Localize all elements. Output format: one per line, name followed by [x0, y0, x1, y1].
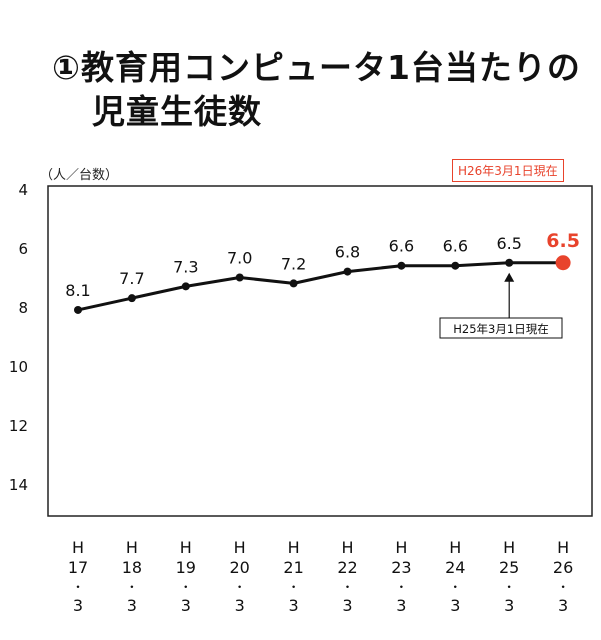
y-axis-label: （人／台数） — [40, 168, 119, 183]
x-tick-label-part: 3 — [288, 596, 299, 615]
x-tick-label-part: 22 — [337, 558, 358, 577]
x-tick-label-part: 26 — [552, 558, 574, 577]
x-tick-label: H 19 ・ 3 — [166, 538, 206, 616]
x-tick-label-part: H — [179, 538, 192, 557]
data-point — [397, 261, 406, 270]
x-tick-label-part: 3 — [234, 596, 245, 615]
x-tick-label-part: ・ — [287, 580, 300, 594]
x-tick-label-part: 23 — [391, 558, 412, 577]
data-point — [127, 294, 136, 303]
y-tick-label: 4 — [18, 181, 28, 199]
x-tick-label: H 23 ・ 3 — [381, 538, 421, 616]
x-tick-label: H 22 ・ 3 — [328, 538, 368, 616]
data-label: 8.1 — [65, 281, 90, 300]
x-tick-label-part: H — [395, 538, 408, 557]
x-tick-label-part: 20 — [229, 558, 250, 577]
x-tick-label-part: H — [341, 538, 354, 557]
x-tick-label: H 20 ・ 3 — [220, 538, 260, 616]
plot-frame — [47, 185, 593, 517]
x-tick-label-part: 19 — [175, 558, 196, 577]
data-point-highlight — [555, 255, 571, 271]
annotation-text: H25年3月1日現在 — [453, 322, 548, 336]
x-tick-label: H 24 ・ 3 — [435, 538, 475, 616]
x-tick-label-part: 3 — [342, 596, 353, 615]
data-label: 7.3 — [173, 257, 198, 276]
x-tick-label-part: H — [125, 538, 138, 557]
x-tick-label-part: H — [71, 538, 85, 557]
x-tick-label-part: H — [233, 538, 246, 557]
data-label: 7.2 — [281, 254, 306, 273]
x-tick-label-part: 3 — [72, 596, 84, 615]
x-tick-label-part: H — [449, 538, 462, 557]
x-tick-label: H 25 ・ 3 — [489, 538, 529, 616]
data-point — [235, 273, 244, 282]
data-label: 6.5 — [496, 234, 521, 253]
x-tick-label: H 21 ・ 3 — [274, 538, 314, 616]
x-tick-label-part: 3 — [126, 596, 137, 615]
annotation-box — [439, 317, 563, 339]
x-tick-label-part: 3 — [180, 596, 191, 615]
data-label: 6.6 — [443, 237, 468, 256]
x-tick-label-part: ・ — [503, 580, 516, 594]
x-tick-label-part: 17 — [67, 558, 89, 577]
x-tick-label-part: ・ — [341, 580, 354, 594]
data-point — [343, 267, 352, 276]
data-label: 7.0 — [227, 249, 252, 268]
x-tick-label-part: 3 — [558, 596, 569, 615]
x-tick-label-part: 24 — [445, 558, 466, 577]
x-tick-label-part: 21 — [283, 558, 304, 577]
x-tick-label-part: H — [503, 538, 516, 557]
x-tick-label-part: ・ — [449, 580, 462, 594]
data-label: 6.6 — [389, 237, 414, 256]
x-tick-label-part: ・ — [395, 580, 408, 594]
y-tick-label: 14 — [9, 476, 28, 494]
x-tick-label: H 26 ・ 3 — [543, 538, 583, 616]
x-tick-label-part: H — [557, 538, 570, 557]
latest-date-badge: H26年3月1日現在 — [452, 159, 564, 182]
x-tick-label-part: 3 — [504, 596, 515, 615]
x-tick-label-part: ・ — [233, 580, 246, 594]
x-tick-label-part: H — [287, 538, 300, 557]
x-tick-label-part: 18 — [121, 558, 143, 577]
x-tick-label-part: ・ — [557, 580, 570, 594]
x-tick-label-part: 25 — [499, 558, 520, 577]
chart-title: ①教育用コンピュータ1台当たりの 児童生徒数 — [52, 46, 581, 134]
data-label: 7.7 — [119, 269, 144, 288]
x-tick-label-part: ・ — [71, 580, 84, 594]
x-tick-label-part: 3 — [396, 596, 407, 615]
x-tick-label-part: ・ — [179, 580, 192, 594]
y-tick-label: 6 — [18, 240, 28, 258]
data-point — [505, 258, 514, 267]
annotation-arrow-head — [504, 272, 515, 282]
data-point — [289, 279, 298, 288]
x-tick-label: H 18 ・ 3 — [112, 538, 152, 616]
chart-title-line2: 児童生徒数 — [92, 92, 262, 131]
y-tick-label: 12 — [9, 417, 28, 435]
x-tick-label: H 17 ・ 3 — [58, 538, 98, 616]
series-line — [77, 261, 564, 312]
data-point — [451, 261, 460, 270]
data-point — [74, 305, 82, 314]
x-tick-label-part: ・ — [125, 580, 138, 594]
data-label: 6.8 — [335, 243, 360, 262]
data-label: 6.5 — [546, 230, 580, 252]
y-tick-label: 10 — [9, 358, 28, 376]
data-point — [181, 282, 190, 291]
chart-title-line1: ①教育用コンピュータ1台当たりの — [52, 48, 581, 87]
y-tick-label: 8 — [18, 299, 28, 317]
x-tick-label-part: 3 — [450, 596, 461, 615]
